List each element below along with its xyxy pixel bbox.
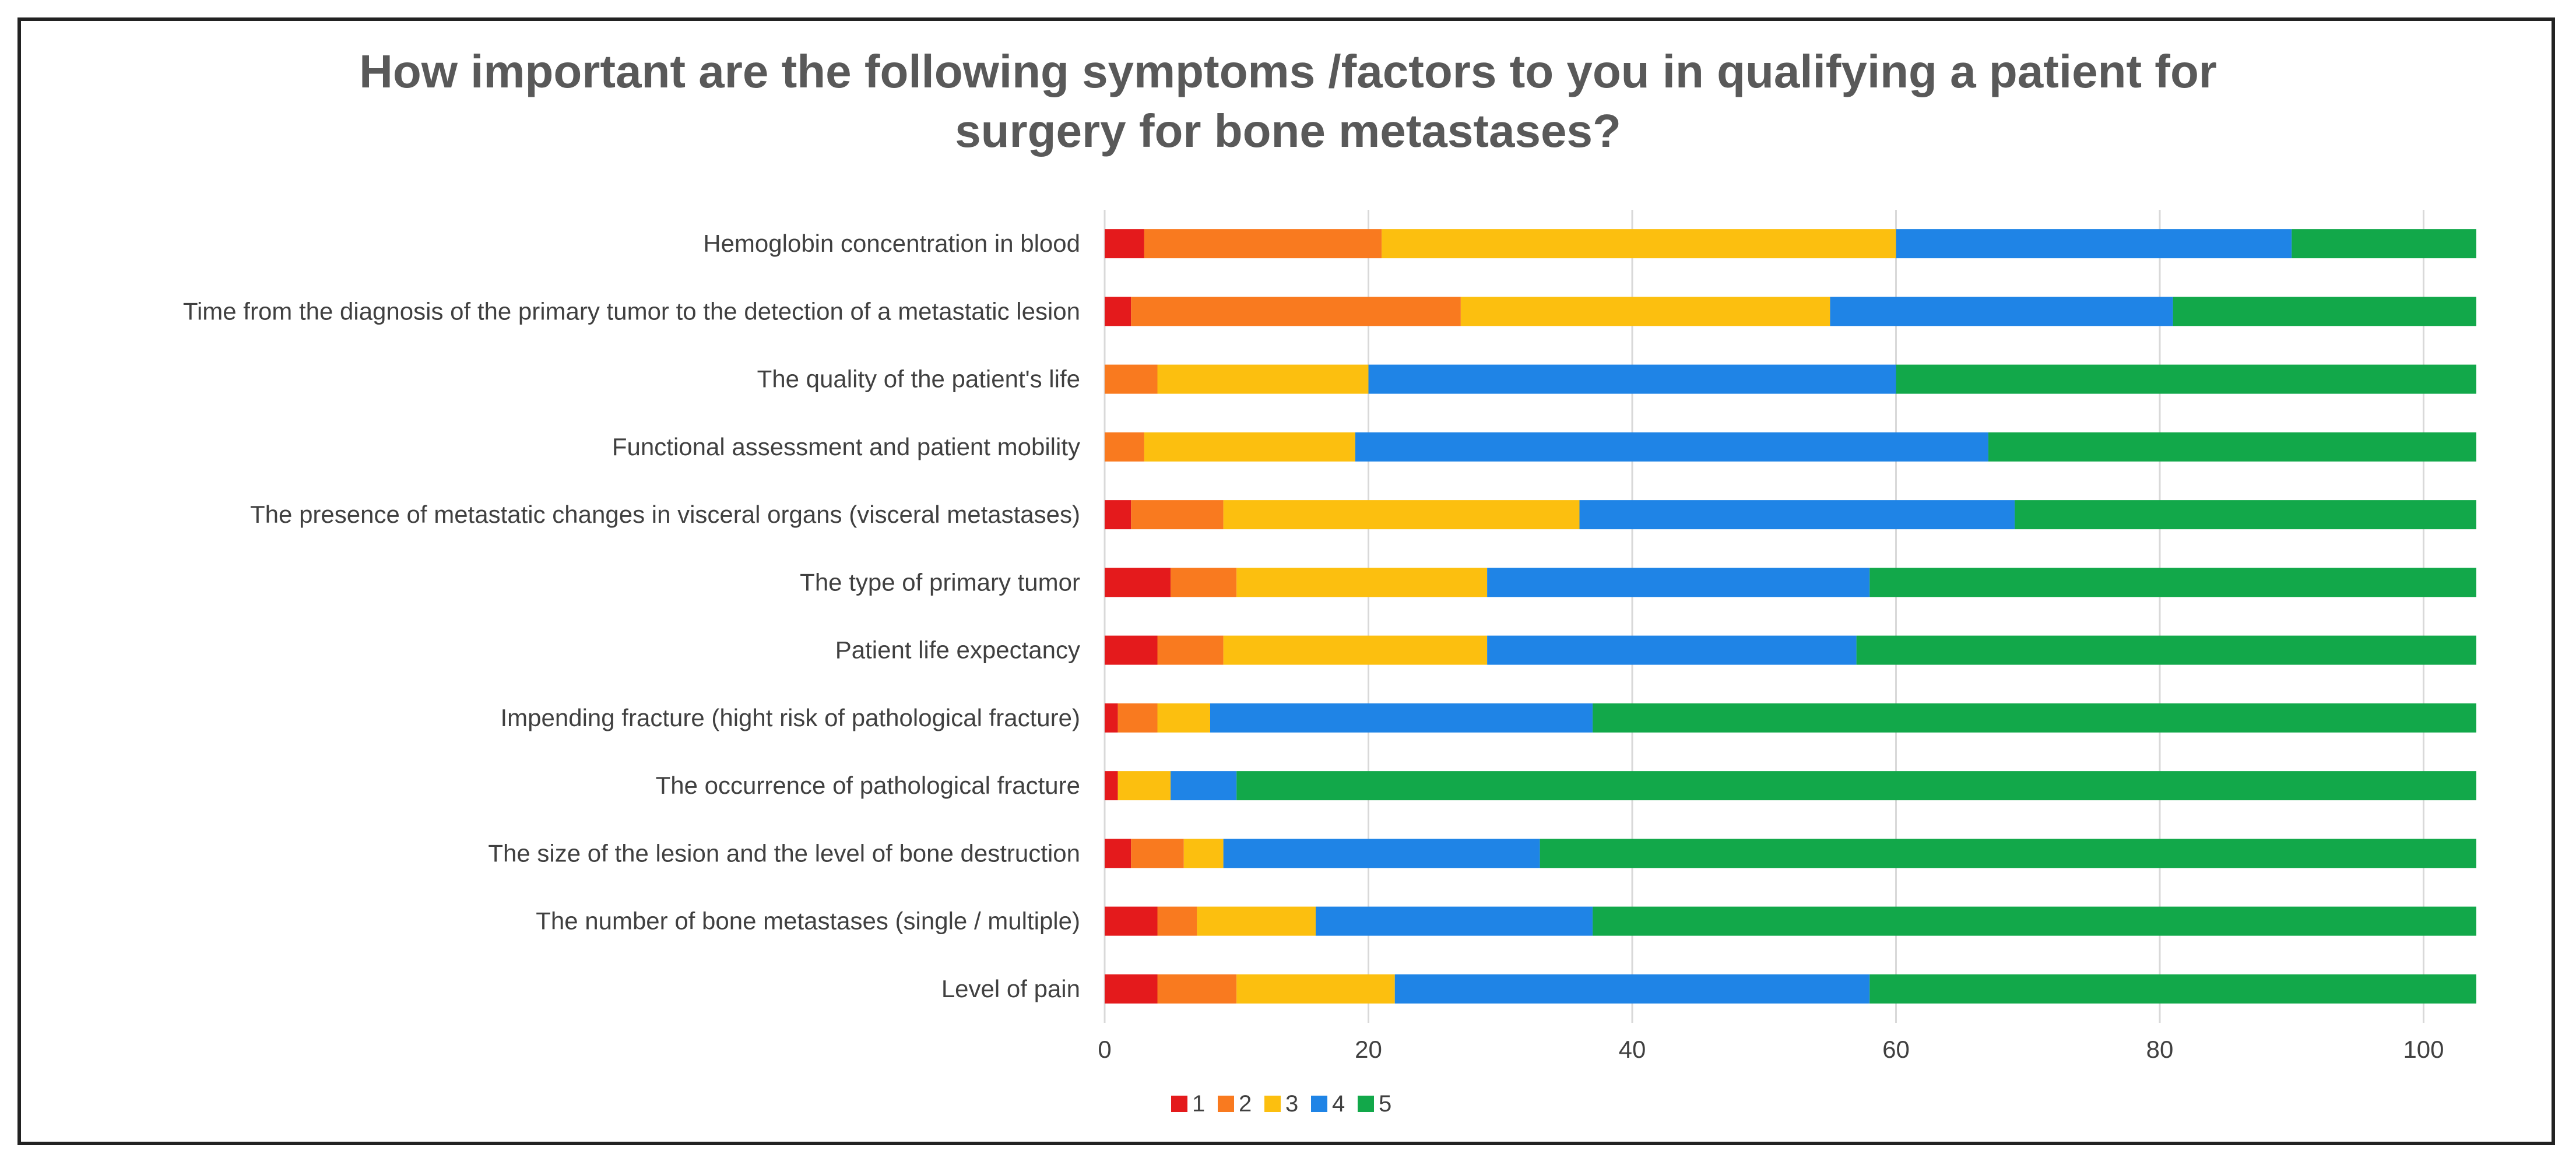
bar-segment-5	[1896, 364, 2476, 394]
bar-segment-3	[1144, 432, 1355, 462]
legend-swatch-2	[1218, 1096, 1234, 1112]
x-tick-label: 40	[1619, 1036, 1646, 1063]
bar-segment-2	[1105, 364, 1158, 394]
bar-segment-3	[1183, 839, 1224, 868]
chart-title: How important are the following symptoms…	[0, 42, 2576, 161]
bar-segment-4	[1487, 568, 1870, 597]
gridlines	[1104, 210, 2424, 1023]
bar-segment-5	[1236, 771, 2476, 801]
category-label: The size of the lesion and the level of …	[488, 839, 1080, 867]
bar-segment-3	[1460, 297, 1830, 326]
bar-segment-5	[2173, 297, 2476, 326]
bar-segment-2	[1105, 432, 1144, 462]
category-label: Time from the diagnosis of the primary t…	[183, 297, 1080, 325]
bar-segment-2	[1131, 297, 1461, 326]
bar-segment-3	[1236, 568, 1488, 597]
legend: 1 2 3 4 5	[1171, 1091, 1391, 1117]
bar-segment-2	[1171, 568, 1237, 597]
x-tick-label: 60	[1882, 1036, 1910, 1063]
bar-segment-2	[1131, 500, 1224, 530]
bar-segment-1	[1105, 771, 1118, 801]
bar-segment-4	[1830, 297, 2173, 326]
chart-title-line-2: surgery for bone metastases?	[955, 105, 1621, 157]
bar-segment-1	[1105, 297, 1131, 326]
bar-segment-3	[1382, 229, 1896, 259]
bar-segment-1	[1105, 974, 1158, 1004]
legend-label: 1	[1192, 1091, 1205, 1117]
x-axis-tick-labels: 0 20 40 60 80 100	[1098, 1036, 2444, 1063]
bar-segment-3	[1223, 635, 1488, 665]
bar-segment-2	[1157, 635, 1224, 665]
legend-label: 2	[1239, 1091, 1252, 1117]
bar-segment-1	[1105, 635, 1158, 665]
category-label: Hemoglobin concentration in blood	[703, 230, 1080, 257]
x-tick-label: 0	[1098, 1036, 1111, 1063]
bar-segment-2	[1117, 703, 1158, 733]
bar-segment-2	[1157, 974, 1237, 1004]
category-label: Level of pain	[941, 975, 1080, 1002]
bar-segment-1	[1105, 229, 1144, 259]
category-label: Functional assessment and patient mobili…	[612, 433, 1080, 460]
category-label: The number of bone metastases (single / …	[536, 907, 1080, 935]
bar-segment-2	[1144, 229, 1382, 259]
bar-segment-3	[1157, 364, 1369, 394]
chart-title-line-1: How important are the following symptoms…	[359, 45, 2217, 97]
legend-swatch-4	[1311, 1096, 1327, 1112]
x-tick-label: 80	[2146, 1036, 2174, 1063]
x-tick-label: 100	[2403, 1036, 2444, 1063]
bar-segment-2	[1131, 839, 1184, 868]
category-label: The occurrence of pathological fracture	[656, 772, 1080, 799]
bar-segment-5	[1540, 839, 2476, 868]
legend-label: 4	[1332, 1091, 1345, 1117]
bar-segment-5	[1856, 635, 2476, 665]
bar-segment-4	[1223, 839, 1540, 868]
bar-segment-4	[1355, 432, 1988, 462]
bar-segment-4	[1487, 635, 1857, 665]
bar-segment-5	[1869, 568, 2476, 597]
bar-segment-4	[1579, 500, 2015, 530]
category-label: Patient life expectancy	[835, 636, 1080, 664]
bar-segment-2	[1157, 906, 1197, 936]
legend-swatch-5	[1358, 1096, 1374, 1112]
bar-segments	[1105, 229, 2476, 1004]
bar-segment-4	[1394, 974, 1870, 1004]
bar-segment-5	[1593, 906, 2476, 936]
legend-label: 5	[1379, 1091, 1391, 1117]
bar-segment-1	[1105, 500, 1131, 530]
bar-segment-3	[1197, 906, 1316, 936]
bar-segment-3	[1117, 771, 1171, 801]
legend-swatch-1	[1171, 1096, 1187, 1112]
x-tick-label: 20	[1355, 1036, 1382, 1063]
bar-segment-5	[1869, 974, 2476, 1004]
bar-segment-4	[1171, 771, 1237, 801]
legend-swatch-3	[1264, 1096, 1281, 1112]
category-label: The quality of the patient's life	[757, 365, 1080, 393]
bar-segment-5	[1593, 703, 2476, 733]
bar-segment-4	[1368, 364, 1896, 394]
bar-segment-5	[2015, 500, 2476, 530]
legend-label: 3	[1285, 1091, 1298, 1117]
bar-segment-4	[1210, 703, 1593, 733]
bar-segment-1	[1105, 568, 1171, 597]
category-label: The presence of metastatic changes in vi…	[250, 501, 1080, 528]
bar-segment-3	[1223, 500, 1580, 530]
bar-segment-5	[2292, 229, 2476, 259]
bar-segment-3	[1157, 703, 1210, 733]
bar-segment-1	[1105, 839, 1131, 868]
bar-segment-1	[1105, 906, 1158, 936]
category-label: The type of primary tumor	[800, 568, 1080, 596]
bar-segment-1	[1105, 703, 1118, 733]
bar-segment-4	[1316, 906, 1593, 936]
bar-segment-4	[1896, 229, 2292, 259]
bar-segment-5	[1988, 432, 2476, 462]
category-labels: Hemoglobin concentration in blood Time fr…	[183, 230, 1080, 1002]
category-label: Impending fracture (hight risk of pathol…	[501, 704, 1081, 731]
bar-segment-3	[1236, 974, 1395, 1004]
